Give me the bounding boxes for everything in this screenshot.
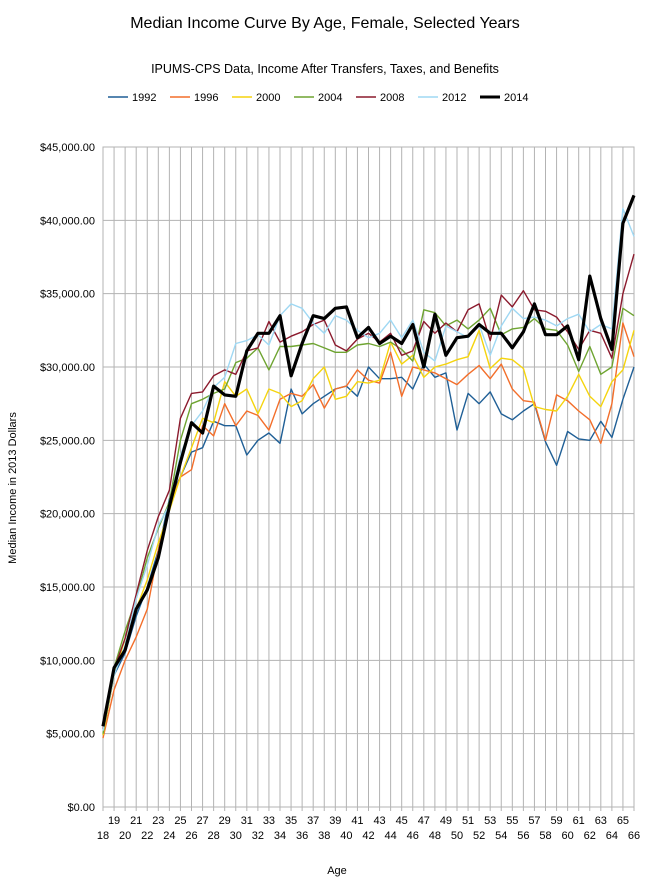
x-tick-label: 43 — [373, 815, 385, 827]
x-tick-label: 19 — [108, 815, 120, 827]
x-tick-label: 41 — [351, 815, 363, 827]
legend-label-1992: 1992 — [132, 92, 156, 104]
x-tick-label: 29 — [219, 815, 231, 827]
y-tick-label: $35,000.00 — [40, 289, 95, 301]
x-tick-label: 36 — [296, 830, 308, 842]
x-tick-label: 35 — [285, 815, 297, 827]
y-tick-label: $15,000.00 — [40, 582, 95, 594]
x-tick-label: 50 — [451, 830, 463, 842]
chart-title: Median Income Curve By Age, Female, Sele… — [130, 15, 520, 32]
series-line-2000 — [102, 329, 635, 736]
y-tick-label: $25,000.00 — [40, 435, 95, 447]
x-tick-label: 64 — [606, 830, 618, 842]
x-tick-label: 25 — [174, 815, 186, 827]
y-tick-label: $5,000.00 — [46, 729, 95, 741]
legend-label-2014: 2014 — [504, 92, 528, 104]
x-tick-label: 49 — [440, 815, 452, 827]
x-axis-label: Age — [327, 865, 347, 877]
y-tick-label: $40,000.00 — [40, 215, 95, 227]
x-tick-label: 18 — [97, 830, 109, 842]
series-line-1996 — [102, 322, 635, 739]
x-tick-label: 22 — [141, 830, 153, 842]
x-tick-label: 54 — [495, 830, 507, 842]
x-tick-label: 48 — [429, 830, 441, 842]
y-tick-label: $10,000.00 — [40, 655, 95, 667]
x-tick-label: 28 — [208, 830, 220, 842]
x-tick-label: 63 — [595, 815, 607, 827]
x-tick-label: 34 — [274, 830, 286, 842]
x-tick-label: 32 — [252, 830, 264, 842]
x-tick-label: 52 — [473, 830, 485, 842]
chart-gridlines — [102, 146, 635, 808]
x-tick-label: 56 — [517, 830, 529, 842]
x-tick-label: 45 — [396, 815, 408, 827]
x-tick-label: 21 — [130, 815, 142, 827]
x-tick-label: 57 — [528, 815, 540, 827]
legend-label-1996: 1996 — [194, 92, 218, 104]
x-tick-label: 31 — [241, 815, 253, 827]
x-tick-label: 62 — [584, 830, 596, 842]
x-tick-label: 47 — [418, 815, 430, 827]
x-tick-label: 33 — [263, 815, 275, 827]
x-tick-label: 65 — [617, 815, 629, 827]
x-tick-label: 51 — [462, 815, 474, 827]
y-tick-label: $30,000.00 — [40, 362, 95, 374]
x-tick-label: 59 — [550, 815, 562, 827]
y-tick-label: $20,000.00 — [40, 509, 95, 521]
x-tick-label: 27 — [196, 815, 208, 827]
legend-label-2012: 2012 — [442, 92, 466, 104]
y-tick-label: $0.00 — [67, 802, 95, 814]
x-tick-label: 20 — [119, 830, 131, 842]
x-tick-label: 40 — [340, 830, 352, 842]
x-tick-label: 58 — [539, 830, 551, 842]
series-lines — [101, 194, 636, 739]
series-line-2004 — [102, 307, 635, 734]
x-tick-label: 24 — [163, 830, 175, 842]
x-tick-label: 61 — [573, 815, 585, 827]
legend-label-2008: 2008 — [380, 92, 404, 104]
x-tick-label: 37 — [307, 815, 319, 827]
y-axis-label: Median Income in 2013 Dollars — [7, 412, 19, 564]
legend-label-2000: 2000 — [256, 92, 280, 104]
y-axis-ticks: $0.00 $5,000.00 $10,000.00 $15,000.00 $20,00… — [40, 142, 95, 814]
chart-subtitle: IPUMS-CPS Data, Income After Transfers, … — [151, 62, 499, 76]
y-tick-label: $45,000.00 — [40, 142, 95, 154]
x-tick-label: 53 — [484, 815, 496, 827]
x-tick-label: 39 — [329, 815, 341, 827]
series-line-1992 — [102, 363, 635, 736]
x-tick-label: 60 — [562, 830, 574, 842]
chart-legend: 1992 1996 2000 2004 2008 2012 2014 — [108, 92, 528, 104]
x-tick-label: 66 — [628, 830, 640, 842]
series-line-2014 — [101, 194, 636, 727]
series-line-2008 — [102, 253, 635, 730]
x-tick-label: 26 — [185, 830, 197, 842]
x-tick-label: 30 — [230, 830, 242, 842]
legend-label-2004: 2004 — [318, 92, 342, 104]
x-tick-label: 42 — [362, 830, 374, 842]
x-tick-label: 23 — [152, 815, 164, 827]
x-tick-label: 55 — [506, 815, 518, 827]
x-tick-label: 44 — [385, 830, 397, 842]
x-tick-label: 38 — [318, 830, 330, 842]
x-tick-label: 46 — [407, 830, 419, 842]
